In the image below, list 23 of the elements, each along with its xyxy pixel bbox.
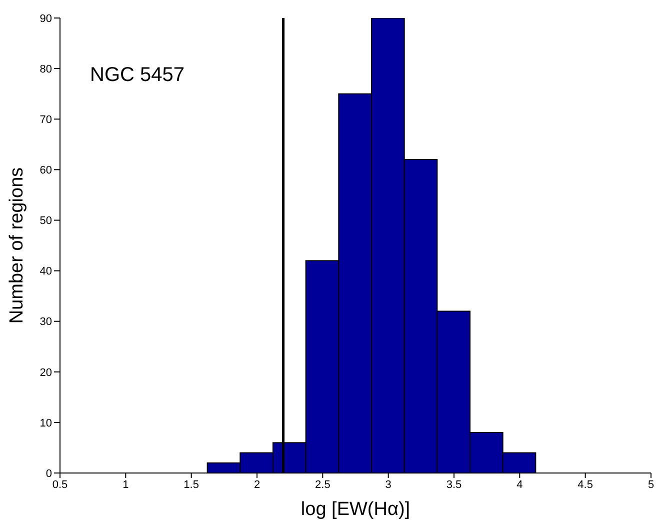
x-tick-label: 3 — [385, 478, 392, 491]
x-tick-label: 4 — [516, 478, 523, 491]
annotation: NGC 5457 — [90, 64, 184, 87]
y-tick-label: 40 — [40, 266, 52, 278]
x-tick-label: 1.5 — [184, 478, 199, 491]
y-tick-label: 10 — [40, 417, 52, 430]
y-tick-label: 50 — [40, 215, 52, 228]
y-axis-title: Number of regions — [6, 167, 28, 324]
x-tick-label: 4.5 — [578, 478, 593, 491]
x-axis-title: log [EW(Hα)] — [300, 499, 410, 520]
y-tick-label: 60 — [40, 164, 52, 177]
y-tick-label: 0 — [46, 468, 52, 480]
y-tick-label: 70 — [40, 114, 52, 126]
y-tick-label: 90 — [40, 12, 52, 25]
x-tick-label: 3.5 — [446, 478, 462, 491]
x-tick-label: 1 — [122, 478, 129, 491]
y-tick-label: 30 — [40, 316, 52, 328]
y-tick-label: 80 — [40, 63, 52, 76]
x-tick-label: 2 — [254, 478, 260, 491]
y-tick-label: 20 — [40, 366, 52, 379]
x-tick-label: 2.5 — [315, 478, 330, 491]
x-tick-label: 0.5 — [52, 478, 68, 491]
x-tick-label: 5 — [648, 478, 654, 491]
